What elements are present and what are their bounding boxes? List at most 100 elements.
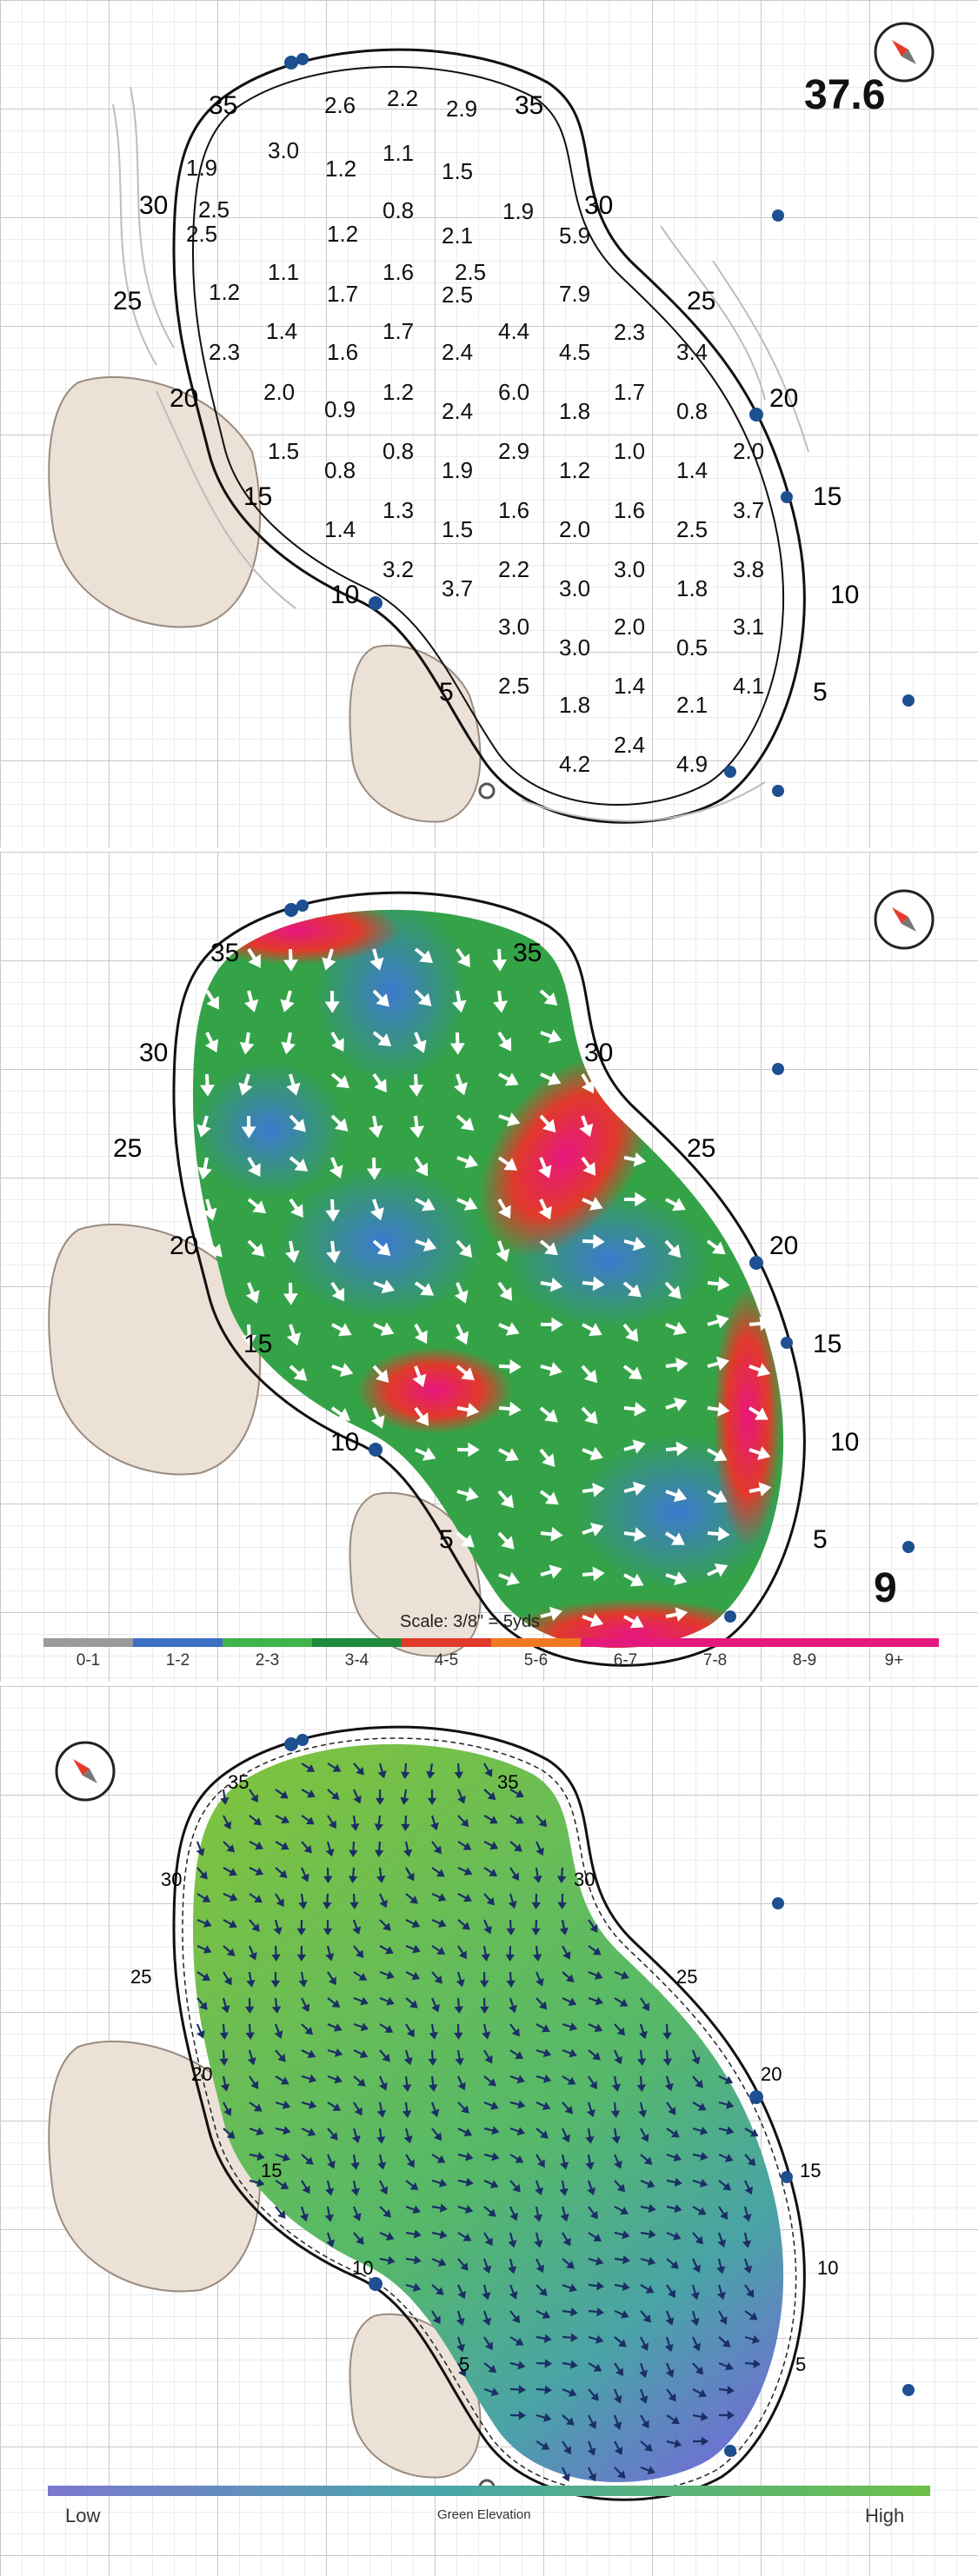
- slope-arrow-head: [419, 950, 434, 964]
- yardage-label: 30: [584, 191, 614, 220]
- slope-arrow-head: [544, 1491, 559, 1505]
- elevation-arrow-head: [403, 2056, 413, 2066]
- slope-value: 1.7: [614, 379, 646, 405]
- elevation-arrow-head: [454, 2006, 464, 2014]
- elevation-arrow-head: [544, 2359, 553, 2368]
- elevation-arrow-head: [531, 1902, 541, 1910]
- elevation-arrow-head: [271, 1954, 281, 1962]
- slope-value: 1.7: [327, 281, 359, 307]
- elevation-arrow-head: [539, 2287, 548, 2296]
- elevation-arrow-head: [488, 2208, 496, 2217]
- elevation-arrow-head: [568, 1997, 577, 2006]
- elevation-arrow-head: [409, 2000, 418, 2008]
- elevation-arrow-head: [256, 2127, 264, 2136]
- elevation-arrow-head: [462, 2233, 472, 2241]
- elevation-arrow-head: [516, 2075, 525, 2084]
- elevation-arrow-head: [437, 1893, 447, 1902]
- slope-arrow-head: [667, 1244, 682, 1258]
- elevation-arrow-head: [463, 1867, 473, 1876]
- slope-arrow-head: [449, 1043, 465, 1055]
- elevation-arrow-head: [409, 2181, 419, 2191]
- legend-swatch: [581, 1638, 670, 1647]
- slope-arrow-head: [381, 1279, 396, 1294]
- slope-arrow-head: [713, 1448, 728, 1462]
- elevation-arrow-head: [219, 2032, 230, 2040]
- elevation-arrow-head: [720, 2211, 728, 2221]
- elevation-arrow-head: [377, 1770, 387, 1779]
- slope-arrow-head: [421, 1198, 436, 1212]
- slope-value: 1.6: [498, 497, 530, 523]
- elevation-arrow-head: [375, 1849, 384, 1857]
- slope-value: 2.5: [498, 673, 530, 699]
- slope-value: 1.5: [442, 158, 474, 184]
- elevation-arrow-head: [374, 1823, 384, 1831]
- yardage-label: 25: [113, 1134, 143, 1163]
- legend-label: 4-5: [434, 1651, 459, 1670]
- bunker-bottom: [349, 644, 482, 823]
- slope-value: 1.3: [383, 497, 415, 523]
- elevation-high-label: High: [865, 2505, 905, 2526]
- elevation-arrow-head: [532, 1954, 542, 1962]
- slope-arrow-head: [466, 1402, 480, 1417]
- slope-value: 3.7: [733, 497, 765, 523]
- elevation-arrow-head: [588, 2420, 597, 2430]
- elevation-arrow-head: [280, 1842, 289, 1850]
- elevation-arrow-head: [431, 2003, 440, 2013]
- elevation-arrow-head: [412, 1944, 421, 1954]
- slope-value: 3.8: [733, 556, 765, 582]
- elevation-arrow-head: [247, 2057, 256, 2066]
- elevation-arrow-head: [379, 2186, 389, 2195]
- slope-arrow-head: [248, 953, 261, 968]
- elevation-arrow-head: [638, 2109, 648, 2118]
- elevation-arrow-head: [670, 2261, 679, 2269]
- elevation-arrow-head: [352, 2213, 362, 2221]
- elevation-arrow-head: [644, 2443, 653, 2452]
- elevation-arrow-head: [432, 2315, 441, 2325]
- elevation-arrow-head: [482, 2265, 492, 2274]
- slope-arrow-head: [634, 1401, 647, 1417]
- elevation-arrow-head: [674, 2204, 682, 2214]
- elevation-arrow-head: [508, 1900, 517, 1909]
- slope-arrow-head: [468, 1442, 480, 1457]
- elevation-arrow-head: [484, 1769, 493, 1777]
- elevation-arrow-head: [483, 1925, 492, 1935]
- elevation-arrow-head: [330, 1791, 340, 1800]
- slope-arrow-head: [292, 1119, 306, 1132]
- slope-value: 0.5: [676, 634, 709, 661]
- slope-arrow-head: [451, 999, 467, 1013]
- elevation-arrow-head: [429, 2084, 438, 2092]
- elevation-arrow-head: [536, 1978, 544, 1987]
- legend-swatch: [491, 1638, 581, 1647]
- elevation-arrow-head: [325, 1953, 335, 1962]
- elevation-arrow-head: [324, 2214, 334, 2222]
- slope-arrow-head: [717, 1276, 730, 1291]
- elevation-arrow-head: [543, 2413, 552, 2422]
- slope-arrow-head: [463, 1197, 478, 1211]
- slope-value: 2.5: [455, 259, 487, 285]
- slope-value: 1.7: [383, 318, 415, 344]
- elevation-arrow-head: [302, 2185, 310, 2194]
- elevation-arrow-head: [350, 1823, 360, 1831]
- slope-arrow-head: [331, 1287, 345, 1302]
- elevation-arrow-head: [349, 1849, 358, 1858]
- slope-arrow-head: [460, 1117, 475, 1131]
- elevation-arrow-head: [403, 1849, 413, 1857]
- elevation-arrow-head: [282, 2153, 291, 2162]
- elevation-arrow-head: [725, 2361, 734, 2371]
- slope-arrow-head: [498, 1037, 512, 1052]
- elevation-arrow-head: [307, 2128, 316, 2136]
- elevation-arrow-head: [614, 2160, 622, 2169]
- elevation-arrow-head: [636, 2084, 646, 2092]
- elevation-arrow-head: [411, 1919, 421, 1929]
- slope-arrow-head: [380, 1322, 395, 1336]
- slope-value: 0.9: [324, 396, 356, 422]
- elevation-arrow-head: [303, 1845, 312, 1854]
- elevation-arrow-head: [413, 2229, 422, 2239]
- sprinkler-heads: [284, 53, 915, 797]
- elevation-arrow-head: [383, 1922, 391, 1931]
- slope-value: 1.6: [383, 259, 415, 285]
- elevation-arrow-head: [250, 1794, 258, 1803]
- elevation-arrow-head: [515, 2337, 524, 2346]
- slope-color-svg: [43, 889, 939, 1667]
- slope-value: 0.8: [676, 398, 709, 424]
